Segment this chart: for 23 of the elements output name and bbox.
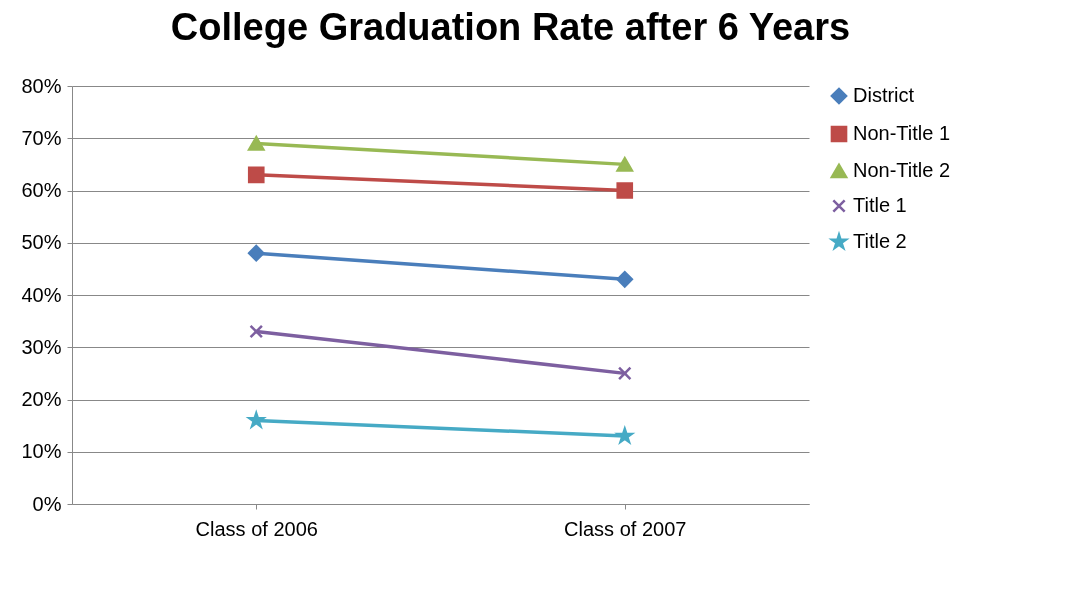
y-tick-label: 60%	[21, 179, 62, 201]
y-tick-label: 70%	[21, 126, 62, 149]
point	[249, 324, 264, 339]
y-tick-label: 40%	[21, 283, 62, 306]
legend-label: Non-Title 2	[853, 159, 951, 181]
y-tick-label: 50%	[21, 231, 62, 254]
point	[616, 271, 634, 288]
y-tick-label: 0%	[32, 492, 62, 515]
x-tick-label: Class of 2006	[195, 517, 318, 540]
legend-label: Title 2	[853, 230, 907, 252]
point	[617, 366, 632, 381]
chart-title: College Graduation Rate after 6 Years	[170, 6, 851, 48]
point	[616, 182, 634, 199]
x-tick-label: Class of 2007	[564, 517, 687, 540]
legend-label: Title 1	[853, 194, 907, 216]
point	[247, 244, 265, 262]
legend-label: Non-Title 1	[853, 122, 951, 144]
point	[247, 166, 265, 184]
y-tick-label: 10%	[21, 440, 62, 463]
legend-label: District	[853, 84, 915, 106]
y-tick-label: 30%	[21, 335, 62, 358]
y-tick-label: 20%	[21, 388, 62, 410]
y-tick-label: 80%	[21, 74, 62, 97]
